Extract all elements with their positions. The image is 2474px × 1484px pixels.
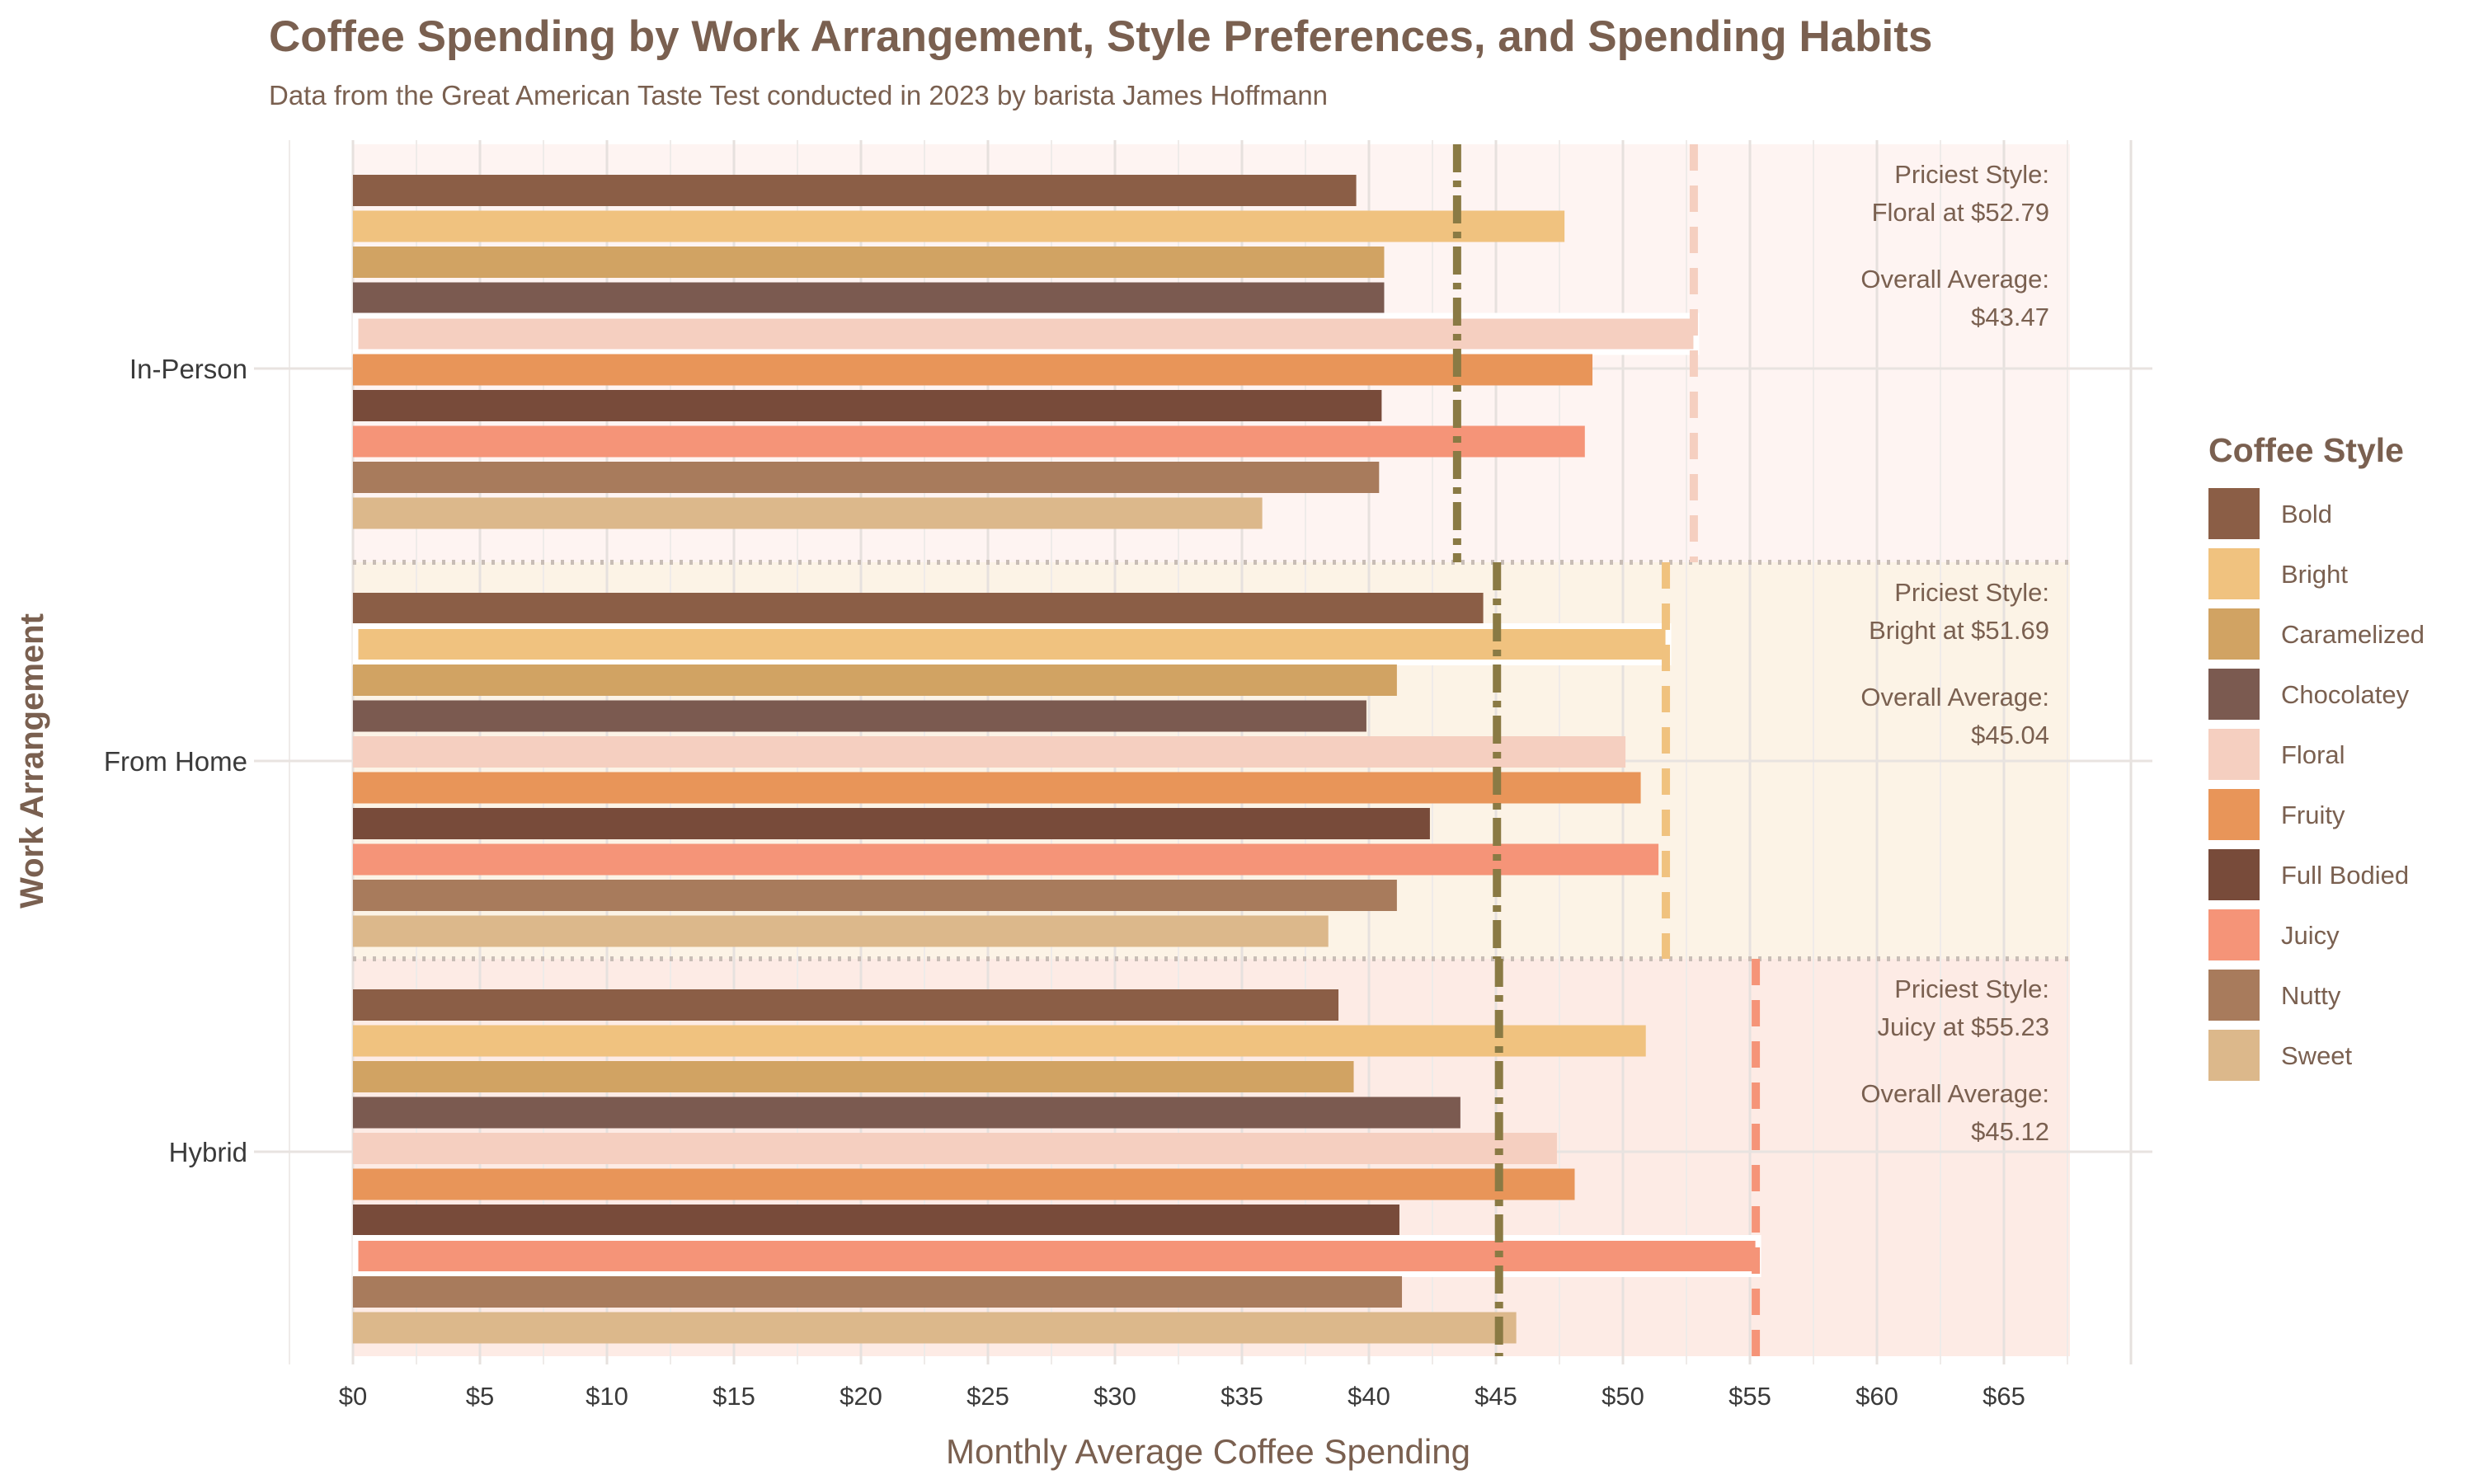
annotation-2-line-3: Overall Average: bbox=[1860, 1079, 2049, 1108]
annotation-1-line-2: Bright at $51.69 bbox=[1869, 616, 2049, 645]
x-tick-label: $65 bbox=[1982, 1382, 2025, 1411]
x-tick-label: $10 bbox=[586, 1382, 628, 1411]
legend-swatch-juicy bbox=[2208, 909, 2260, 960]
legend: Coffee Style Bold Bright Caramelized Chocol… bbox=[2208, 431, 2425, 1081]
bar-from-home-full-bodied bbox=[353, 808, 1430, 839]
annotation-0-line-2: Floral at $52.79 bbox=[1872, 198, 2049, 227]
annotation-2-line-2: Juicy at $55.23 bbox=[1877, 1012, 2049, 1041]
legend-swatch-full-bodied bbox=[2208, 849, 2260, 900]
bar-from-home-sweet bbox=[353, 915, 1329, 947]
bar-in-person-bold bbox=[353, 175, 1357, 206]
annotation-0-line-4: $43.47 bbox=[1971, 303, 2049, 331]
bar-in-person-full-bodied bbox=[353, 390, 1382, 421]
y-axis-label: Work Arrangement bbox=[14, 613, 50, 909]
legend-label-fruity: Fruity bbox=[2281, 801, 2345, 829]
legend-swatch-caramelized bbox=[2208, 608, 2260, 660]
x-tick-label: $5 bbox=[466, 1382, 494, 1411]
legend-swatch-bright bbox=[2208, 548, 2260, 599]
legend-label-nutty: Nutty bbox=[2281, 981, 2341, 1010]
x-tick-label: $45 bbox=[1475, 1382, 1517, 1411]
y-tick-label-in-person: In-Person bbox=[129, 354, 247, 384]
annotation-1-line-1: Priciest Style: bbox=[1894, 578, 2049, 607]
legend-label-bright: Bright bbox=[2281, 560, 2348, 589]
plot-area: Priciest Style: Floral at $52.79 Overall A… bbox=[104, 140, 2152, 1411]
bar-from-home-bold bbox=[353, 593, 1484, 624]
bar-in-person-chocolatey bbox=[353, 282, 1385, 314]
bar-in-person-fruity bbox=[353, 354, 1593, 386]
x-tick-label: $15 bbox=[713, 1382, 755, 1411]
bar-in-person-sweet bbox=[353, 497, 1263, 529]
bar-hybrid-chocolatey bbox=[353, 1097, 1460, 1129]
bar-hybrid-full-bodied bbox=[353, 1205, 1399, 1236]
bar-in-person-caramelized bbox=[353, 247, 1385, 278]
annotation-2-line-1: Priciest Style: bbox=[1894, 974, 2049, 1003]
annotation-2-line-4: $45.12 bbox=[1971, 1117, 2049, 1146]
legend-swatch-nutty bbox=[2208, 970, 2260, 1021]
bar-hybrid-caramelized bbox=[353, 1061, 1354, 1092]
y-tick-label-hybrid: Hybrid bbox=[169, 1137, 247, 1167]
x-tick-label: $50 bbox=[1602, 1382, 1644, 1411]
bar-from-home-bright bbox=[352, 623, 1672, 665]
bar-hybrid-bold bbox=[353, 989, 1339, 1021]
legend-label-full-bodied: Full Bodied bbox=[2281, 861, 2409, 890]
legend-label-floral: Floral bbox=[2281, 740, 2345, 769]
chart-title: Coffee Spending by Work Arrangement, Sty… bbox=[269, 12, 1932, 61]
x-tick-label: $20 bbox=[840, 1382, 882, 1411]
x-tick-label: $55 bbox=[1729, 1382, 1771, 1411]
legend-swatch-sweet bbox=[2208, 1030, 2260, 1081]
annotation-0-line-1: Priciest Style: bbox=[1894, 160, 2049, 189]
legend-label-sweet: Sweet bbox=[2281, 1041, 2353, 1070]
bar-from-home-caramelized bbox=[353, 665, 1397, 696]
annotation-0-line-3: Overall Average: bbox=[1860, 265, 2049, 294]
annotation-1-line-3: Overall Average: bbox=[1860, 683, 2049, 711]
legend-swatch-fruity bbox=[2208, 789, 2260, 840]
bar-in-person-juicy bbox=[353, 425, 1585, 458]
legend-swatch-floral bbox=[2208, 729, 2260, 780]
bar-from-home-nutty bbox=[353, 880, 1397, 911]
legend-swatch-chocolatey bbox=[2208, 669, 2260, 720]
x-tick-label: $30 bbox=[1094, 1382, 1136, 1411]
bar-in-person-floral bbox=[352, 312, 1700, 355]
bar-hybrid-sweet bbox=[353, 1312, 1517, 1344]
x-tick-label: $60 bbox=[1856, 1382, 1898, 1411]
x-tick-label: $40 bbox=[1348, 1382, 1390, 1411]
bar-hybrid-floral bbox=[353, 1133, 1557, 1164]
annotation-1-line-4: $45.04 bbox=[1971, 721, 2049, 749]
x-axis-label: Monthly Average Coffee Spending bbox=[946, 1432, 1470, 1471]
bar-hybrid-juicy bbox=[352, 1235, 1761, 1277]
x-tick-label: $25 bbox=[967, 1382, 1009, 1411]
bar-in-person-nutty bbox=[353, 462, 1380, 493]
bar-hybrid-nutty bbox=[353, 1276, 1403, 1308]
bar-from-home-floral bbox=[353, 736, 1626, 768]
bar-hybrid-fruity bbox=[353, 1168, 1575, 1200]
bar-from-home-chocolatey bbox=[353, 700, 1366, 732]
x-tick-label: $0 bbox=[339, 1382, 367, 1411]
x-tick-label: $35 bbox=[1221, 1382, 1263, 1411]
y-tick-label-from-home: From Home bbox=[104, 746, 247, 777]
legend-label-chocolatey: Chocolatey bbox=[2281, 680, 2410, 709]
bar-from-home-juicy bbox=[353, 843, 1659, 876]
legend-label-juicy: Juicy bbox=[2281, 921, 2340, 950]
legend-label-bold: Bold bbox=[2281, 500, 2332, 528]
legend-swatch-bold bbox=[2208, 488, 2260, 539]
chart-subtitle: Data from the Great American Taste Test … bbox=[269, 80, 1328, 110]
bar-from-home-fruity bbox=[353, 772, 1641, 804]
legend-title: Coffee Style bbox=[2208, 431, 2404, 469]
bar-in-person-bright bbox=[353, 210, 1565, 242]
legend-label-caramelized: Caramelized bbox=[2281, 620, 2425, 649]
bar-hybrid-bright bbox=[353, 1025, 1646, 1057]
